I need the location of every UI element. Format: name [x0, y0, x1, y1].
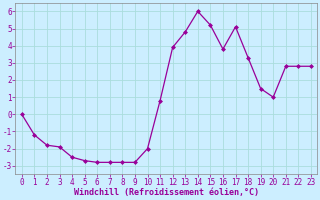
- X-axis label: Windchill (Refroidissement éolien,°C): Windchill (Refroidissement éolien,°C): [74, 188, 259, 197]
